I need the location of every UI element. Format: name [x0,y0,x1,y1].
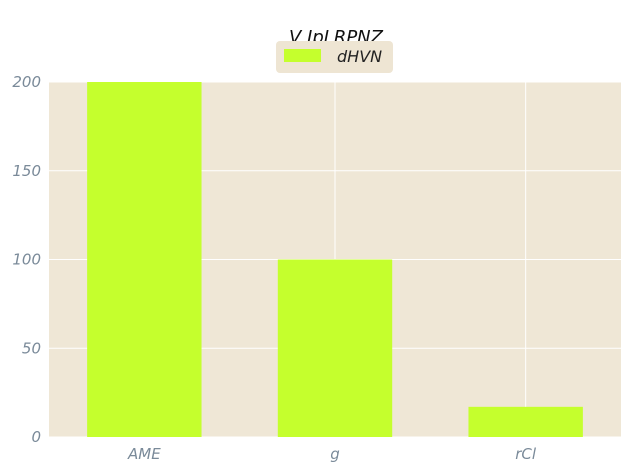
y-tick-label: 200 [12,73,41,91]
bar-rCl [468,406,583,437]
bar-g [277,259,393,437]
y-tick-label: 0 [31,428,41,446]
legend-swatch [284,49,321,62]
x-tick-label: rCl [515,445,537,463]
x-tick-label: g [330,445,340,463]
y-axis-ticks: 0 50 100 150 200 [12,73,41,446]
x-axis-ticks: AME g rCl [127,445,537,463]
y-tick-label: 50 [22,339,41,357]
bar-AME [87,82,202,437]
bars [87,82,583,437]
legend-label: dHVN [337,47,382,66]
x-tick-label: AME [127,445,161,463]
y-tick-label: 150 [12,162,41,180]
legend: dHVN [276,41,393,73]
y-tick-label: 100 [12,251,41,269]
